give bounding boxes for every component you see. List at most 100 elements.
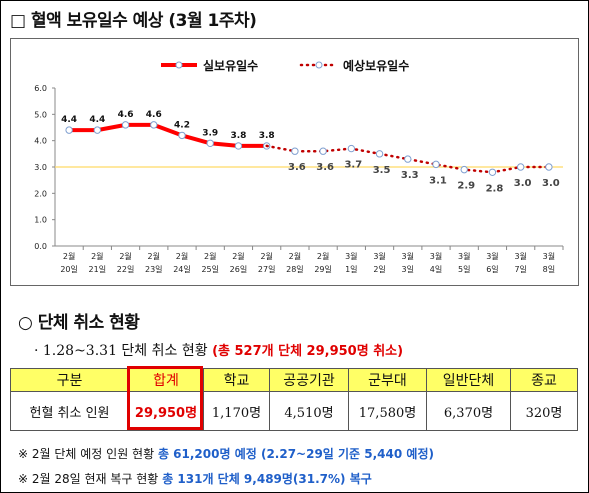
table-row: 헌혈 취소 인원 29,950명 1,170명 4,510명 17,580명 6… — [10, 391, 578, 431]
section-title-blood-days: □ 혈액 보유일수 예상 (3월 1주차) — [10, 11, 257, 31]
x-tick-label: 3월 — [345, 251, 357, 261]
x-tick-label: 2월 — [176, 251, 188, 261]
legend-label-actual: 실보유일수 — [203, 58, 258, 73]
x-tick-label: 2월 — [289, 251, 301, 261]
data-point-actual — [206, 139, 214, 148]
x-tick-label: 3월 — [402, 251, 414, 261]
x-tick-label: 3월 — [458, 251, 470, 261]
x-tick-label: 21일 — [89, 265, 107, 274]
y-tick-label: 1.0 — [34, 216, 47, 225]
x-tick-label: 2월 — [232, 251, 244, 261]
data-label-forecast: 2.8 — [486, 183, 504, 194]
note-prefix: ※ 2월 단체 예정 인원 현황 — [18, 447, 155, 461]
table-cell: 320명 — [510, 391, 578, 431]
legend-label-forecast: 예상보유일수 — [343, 58, 409, 73]
table-cell: 1,170명 — [203, 391, 270, 431]
x-tick-label: 3월 — [486, 251, 498, 261]
chart-container: 0.0 1.0 2.0 3.0 4.0 5.0 6.0 2월 20일 2월 21일 2월 22일 2월 23… — [10, 38, 579, 286]
data-point-forecast — [516, 163, 525, 171]
table-header: 구분 — [10, 368, 129, 392]
y-tick-label: 6.0 — [34, 84, 47, 93]
x-tick-label: 6일 — [486, 265, 498, 274]
x-tick-label: 7일 — [514, 265, 526, 274]
data-label-forecast: 3.6 — [316, 162, 334, 173]
series-line-forecast — [265, 144, 551, 174]
x-tick-label: 28일 — [286, 265, 304, 274]
data-label-forecast: 3.7 — [344, 160, 362, 171]
x-tick-label: 2월 — [63, 251, 75, 261]
x-tick-label: 2월 — [204, 251, 216, 261]
table-header: 일반단체 — [426, 368, 511, 392]
data-point-actual — [65, 126, 73, 134]
note-highlight: 총 131개 단체 9,489명(31.7%) 복구 — [162, 472, 372, 486]
x-tick-label: 3일 — [402, 265, 414, 274]
x-tick-label: 2월 — [148, 251, 160, 261]
x-tick-label: 3월 — [543, 251, 555, 261]
data-point-forecast — [488, 168, 497, 176]
data-label-forecast: 3.1 — [429, 175, 447, 186]
section-title-cancellations: ○ 단체 취소 현황 — [18, 313, 140, 333]
x-tick-label: 3월 — [514, 251, 526, 261]
data-point-forecast — [404, 155, 412, 163]
x-tick-label: 23일 — [145, 265, 163, 274]
table-header: 군부대 — [348, 368, 427, 392]
x-tick-label: 25일 — [201, 265, 219, 274]
x-tick-label: 5일 — [458, 265, 470, 274]
series-line-actual — [67, 122, 269, 148]
table-header: 종교 — [510, 368, 578, 392]
table-header: 학교 — [203, 368, 270, 392]
x-tick-label: 26일 — [230, 265, 248, 274]
note-prefix: ※ 2월 28일 현재 복구 현황 — [18, 472, 159, 486]
x-tick-label: 20일 — [60, 265, 78, 274]
x-tick-label: 4일 — [430, 265, 442, 274]
table-header-total: 합계 — [128, 368, 204, 392]
data-point-forecast — [375, 150, 384, 158]
x-tick-label: 22일 — [117, 265, 135, 274]
data-point-actual — [234, 142, 243, 150]
table-cell: 4,510명 — [269, 391, 349, 431]
cancellation-summary-prefix: · 1.28~3.31 단체 취소 현황 — [34, 343, 208, 359]
y-tick-label: 0.0 — [34, 242, 47, 251]
data-point-actual — [93, 126, 102, 134]
table-header-row: 구분 합계 학교 공공기관 군부대 일반단체 종교 — [10, 368, 578, 392]
data-point-forecast — [460, 165, 468, 174]
data-label-forecast: 2.9 — [457, 181, 475, 192]
data-point-forecast — [291, 147, 299, 155]
data-label-forecast: 3.6 — [288, 162, 306, 173]
blood-days-chart: 0.0 1.0 2.0 3.0 4.0 5.0 6.0 2월 20일 2월 21일 2월 22일 2월 23… — [34, 58, 564, 274]
data-point-actual — [150, 121, 158, 129]
x-tick-label: 2월 — [317, 251, 329, 261]
data-point-actual — [178, 131, 186, 140]
x-tick-label: 2월 — [91, 251, 103, 261]
data-label-actual: 4.2 — [174, 120, 190, 130]
x-tick-label: 3월 — [373, 251, 385, 261]
data-label-actual: 4.4 — [89, 115, 105, 125]
y-tick-label: 4.0 — [34, 137, 47, 146]
data-label-forecast: 3.0 — [542, 178, 560, 189]
data-label-actual: 3.9 — [202, 128, 218, 138]
x-tick-label: 1일 — [345, 265, 357, 274]
x-tick-label: 29일 — [314, 265, 332, 274]
data-point-forecast — [432, 160, 440, 169]
data-label-forecast: 3.3 — [401, 170, 419, 181]
data-label-actual: 4.6 — [118, 110, 134, 120]
legend-marker-forecast — [315, 61, 323, 69]
x-tick-label: 2월 — [260, 251, 272, 261]
note-highlight: 총 61,200명 예정 (2.27~29일 기준 5,440 예정) — [157, 447, 434, 461]
cancellation-summary: · 1.28~3.31 단체 취소 현황 (총 527개 단체 29,950명 … — [34, 340, 403, 360]
x-tick-label: 3월 — [430, 251, 442, 261]
data-label-actual: 4.6 — [146, 110, 162, 120]
data-label-actual: 3.8 — [259, 131, 275, 141]
data-label-forecast: 3.0 — [514, 178, 532, 189]
x-tick-label: 8일 — [543, 265, 555, 274]
data-label-forecast: 3.5 — [373, 165, 391, 176]
table-header: 공공기관 — [269, 368, 349, 392]
note-recovery: ※ 2월 28일 현재 복구 현황 총 131개 단체 9,489명(31.7%… — [18, 470, 372, 487]
y-tick-label: 3.0 — [34, 163, 47, 172]
x-tick-label: 2일 — [373, 265, 385, 274]
data-label-actual: 3.8 — [230, 131, 246, 141]
table-cell-total: 29,950명 — [128, 391, 204, 431]
cancellation-table: 구분 합계 학교 공공기관 군부대 일반단체 종교 헌혈 취소 인원 29,95… — [10, 368, 578, 431]
data-label-actual: 4.4 — [61, 115, 77, 125]
y-tick-label: 2.0 — [34, 189, 47, 198]
